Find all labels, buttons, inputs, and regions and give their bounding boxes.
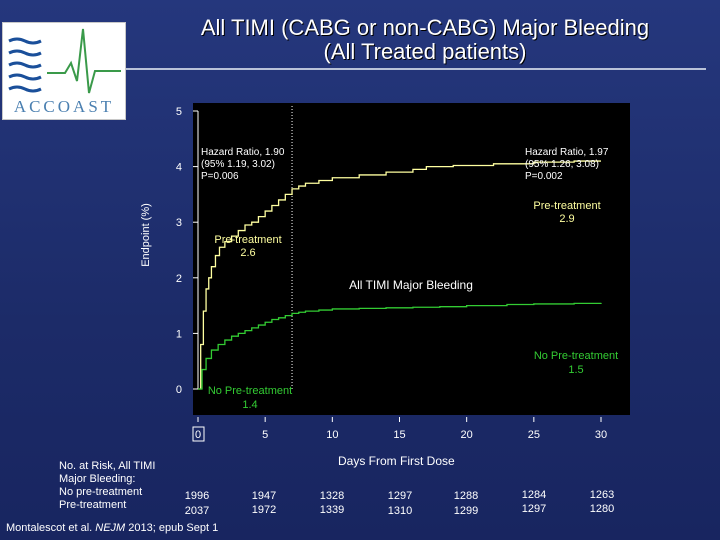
- chart-axes: 0 1 2 3 4 5 0 5 10 15 20 25 30: [176, 106, 607, 442]
- no-pretreatment-label-right: No Pre-treatment: [534, 350, 618, 362]
- y-tick-label: 3: [176, 217, 182, 229]
- risk-no-pre-day5: 1947: [251, 490, 277, 502]
- accoast-logo: ACCOAST: [2, 22, 126, 120]
- no-pretreatment-label-right: 1.5: [568, 364, 583, 376]
- citation-details: 2013; epub Sept 1: [125, 522, 219, 534]
- risk-no-pre-day25: 1284: [521, 489, 547, 501]
- x-tick-label: 10: [326, 429, 338, 441]
- risk-no-pre-day15: 1297: [387, 490, 413, 502]
- hazard-ratio-left: (95% 1.19, 3.02): [201, 159, 275, 170]
- risk-no-pre-day20: 1288: [453, 490, 479, 502]
- title-line-1: All TIMI (CABG or non-CABG) Major Bleedi…: [200, 15, 650, 40]
- risk-pre-day15: 1310: [387, 505, 413, 517]
- chart-title: All TIMI Major Bleeding: [349, 278, 473, 292]
- hazard-ratio-right: P=0.002: [525, 171, 563, 182]
- x-tick-label: 25: [528, 429, 540, 441]
- risk-pre-day5: 1972: [251, 504, 277, 516]
- chart-series: [198, 160, 602, 390]
- no-pretreatment-label-left: 1.4: [242, 399, 257, 411]
- citation-authors: Montalescot et al.: [6, 522, 96, 534]
- risk-pre-day30: 1280: [589, 503, 615, 515]
- risk-pre-day0: 2037: [184, 505, 210, 517]
- pretreatment-curve: [198, 160, 601, 390]
- no-pretreatment-label-left: No Pre-treatment: [208, 385, 292, 397]
- hazard-ratio-right: Hazard Ratio, 1.97: [525, 147, 609, 158]
- citation: Montalescot et al. NEJM 2013; epub Sept …: [6, 522, 218, 534]
- risk-pre-day10: 1339: [319, 504, 345, 516]
- hazard-ratio-right: (95% 1.26, 3.08): [525, 159, 599, 170]
- risk-no-pre-day10: 1328: [319, 490, 345, 502]
- y-tick-label: 2: [176, 273, 182, 285]
- x-tick-label: 5: [262, 429, 268, 441]
- citation-journal: NEJM: [95, 522, 126, 534]
- pretreatment-label-left: Pre-treatment: [214, 234, 281, 246]
- risk-header-line: Pre-treatment: [59, 499, 127, 511]
- risk-header-line: No pre-treatment: [59, 486, 143, 498]
- pretreatment-label-right: Pre-treatment: [533, 200, 600, 212]
- risk-pre-day20: 1299: [453, 505, 479, 517]
- pretreatment-label-left: 2.6: [240, 247, 255, 259]
- risk-no-pre-day30: 1263: [589, 489, 615, 501]
- no-pretreatment-curve: [198, 302, 602, 390]
- chart-annotations: Hazard Ratio, 1.90(95% 1.19, 3.02)P=0.00…: [201, 147, 618, 411]
- y-tick-label: 1: [176, 328, 182, 340]
- hazard-ratio-left: P=0.006: [201, 171, 239, 182]
- title-line-2: (All Treated patients): [323, 39, 527, 64]
- y-tick-label: 0: [176, 384, 182, 396]
- x-tick-label: 30: [595, 429, 607, 441]
- logo-graphic: [8, 28, 121, 94]
- pretreatment-label-right: 2.9: [559, 213, 574, 225]
- x-tick-label: 0: [195, 429, 201, 441]
- x-axis-label: Days From First Dose: [338, 454, 455, 468]
- risk-header-line: No. at Risk, All TIMI: [59, 460, 156, 472]
- x-tick-label: 20: [461, 429, 473, 441]
- risk-table-header: No. at Risk, All TIMI Major Bleeding: No…: [59, 460, 155, 512]
- risk-no-pre-day0: 1996: [184, 490, 210, 502]
- x-tick-label: 15: [393, 429, 405, 441]
- hazard-ratio-left: Hazard Ratio, 1.90: [201, 147, 285, 158]
- y-tick-label: 5: [176, 106, 182, 118]
- y-tick-label: 4: [176, 162, 182, 174]
- risk-header-line: Major Bleeding:: [59, 473, 136, 485]
- logo-text: ACCOAST: [13, 97, 115, 116]
- y-axis-label: Endpoint (%): [140, 203, 152, 267]
- risk-pre-day25: 1297: [521, 503, 547, 515]
- title-underline: [126, 68, 706, 70]
- x-zero-box: [192, 426, 205, 442]
- plot-background: [193, 103, 630, 415]
